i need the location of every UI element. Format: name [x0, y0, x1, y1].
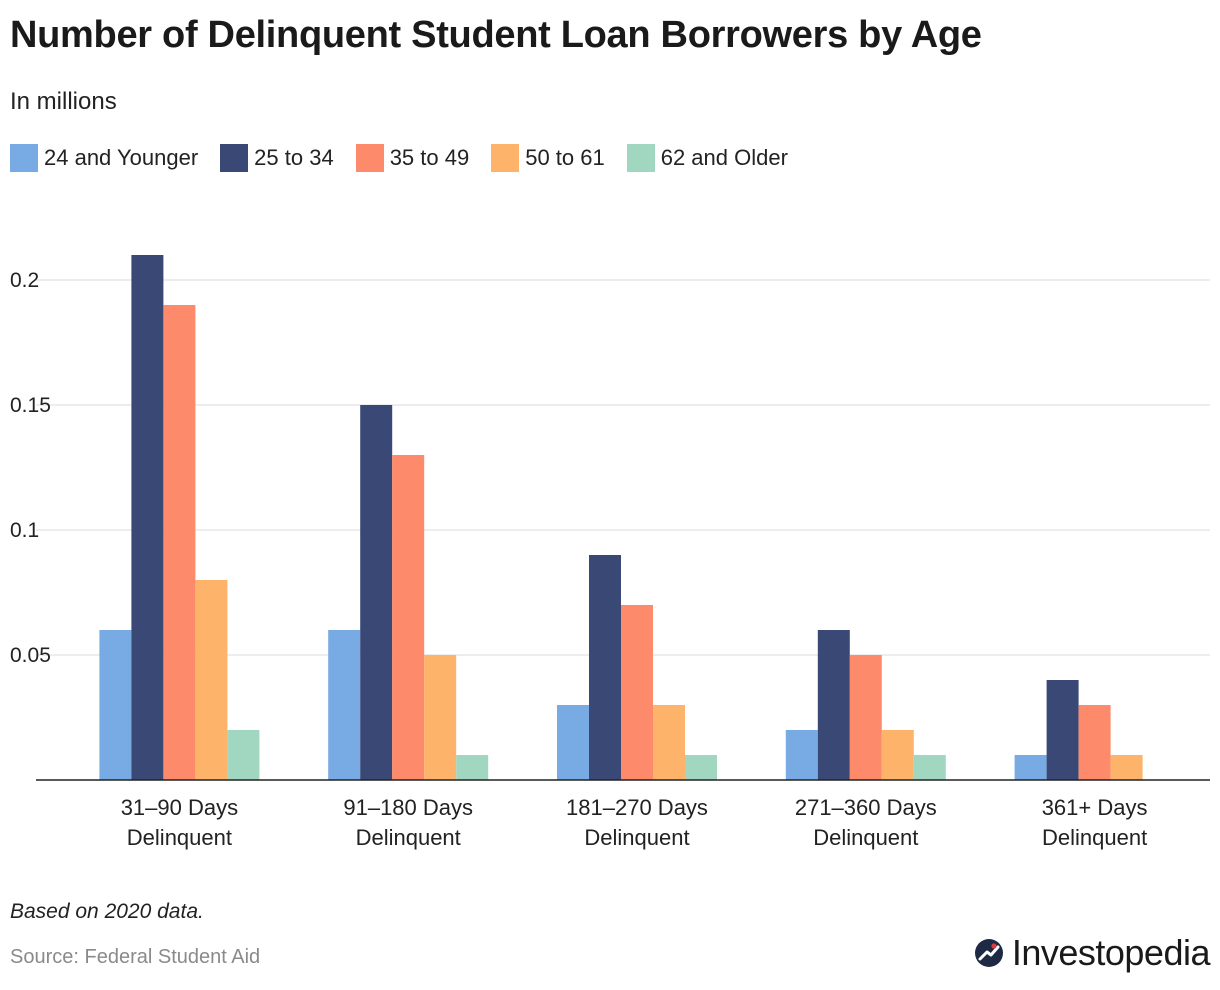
x-tick-label: 91–180 Days [343, 795, 473, 820]
bar [881, 730, 914, 780]
bar [785, 730, 818, 780]
x-tick-label: Delinquent [584, 825, 689, 850]
legend-item-24-and-younger: 24 and Younger [10, 144, 198, 172]
bar [621, 605, 653, 780]
y-tick-label: 0.1 [10, 519, 39, 542]
bar-chart: 0.05 0.1 0.15 0.2 31–90 Days Delinquent 91–180… [10, 255, 1210, 850]
source-line: Source: Federal Student Aid [10, 946, 261, 968]
legend-item-62-and-older: 62 and Older [626, 144, 788, 172]
x-tick-label: Delinquent [127, 825, 232, 850]
bar [163, 305, 196, 780]
bar [227, 730, 260, 780]
legend-label: 35 to 49 [389, 145, 470, 170]
legend-item-50-to-61: 50 to 61 [491, 144, 605, 172]
bar [131, 255, 164, 780]
y-tick-label: 0.05 [10, 644, 51, 667]
legend-item-25-to-34: 25 to 34 [220, 144, 334, 172]
bar [360, 405, 393, 780]
investopedia-logo-icon [974, 939, 1003, 967]
legend-label: 62 and Older [660, 145, 788, 170]
legend-swatch [491, 144, 520, 172]
bar [1110, 755, 1143, 780]
chart-subtitle: In millions [10, 88, 117, 115]
y-tick-label: 0.2 [10, 269, 39, 292]
bar [195, 580, 228, 780]
legend-swatch [220, 144, 249, 172]
bar [1046, 680, 1079, 780]
x-tick-label: 181–270 Days [566, 795, 708, 820]
brand-logo: Investopedia [974, 932, 1211, 974]
bar [328, 630, 361, 780]
bar [99, 630, 132, 780]
legend-label: 25 to 34 [254, 145, 334, 170]
bar [685, 755, 717, 780]
bar [424, 655, 457, 780]
x-tick-label: Delinquent [356, 825, 461, 850]
x-tick-label: Delinquent [813, 825, 918, 850]
y-tick-label: 0.15 [10, 394, 51, 417]
legend-label: 50 to 61 [525, 145, 605, 170]
x-tick-label: 31–90 Days [121, 795, 238, 820]
legend-swatch [626, 144, 655, 172]
chart-title: Number of Delinquent Student Loan Borrow… [10, 14, 982, 56]
legend-swatch [355, 144, 384, 172]
bar [913, 755, 946, 780]
x-tick-label: 361+ Days [1042, 795, 1148, 820]
chart-legend: 24 and Younger 25 to 34 35 to 49 50 to 6… [10, 144, 788, 172]
x-tick-label: 271–360 Days [795, 795, 937, 820]
bar [849, 655, 882, 780]
legend-item-35-to-49: 35 to 49 [355, 144, 470, 172]
bar [653, 705, 685, 780]
bar [1078, 705, 1111, 780]
x-tick-label: Delinquent [1042, 825, 1147, 850]
legend-swatch [10, 144, 38, 172]
bar [817, 630, 850, 780]
bar [392, 455, 425, 780]
data-note: Based on 2020 data. [10, 900, 204, 923]
brand-name: Investopedia [1011, 932, 1211, 973]
bar [557, 705, 589, 780]
legend-label: 24 and Younger [44, 145, 199, 170]
bar [1014, 755, 1047, 780]
bar [589, 555, 621, 780]
bar [456, 755, 489, 780]
